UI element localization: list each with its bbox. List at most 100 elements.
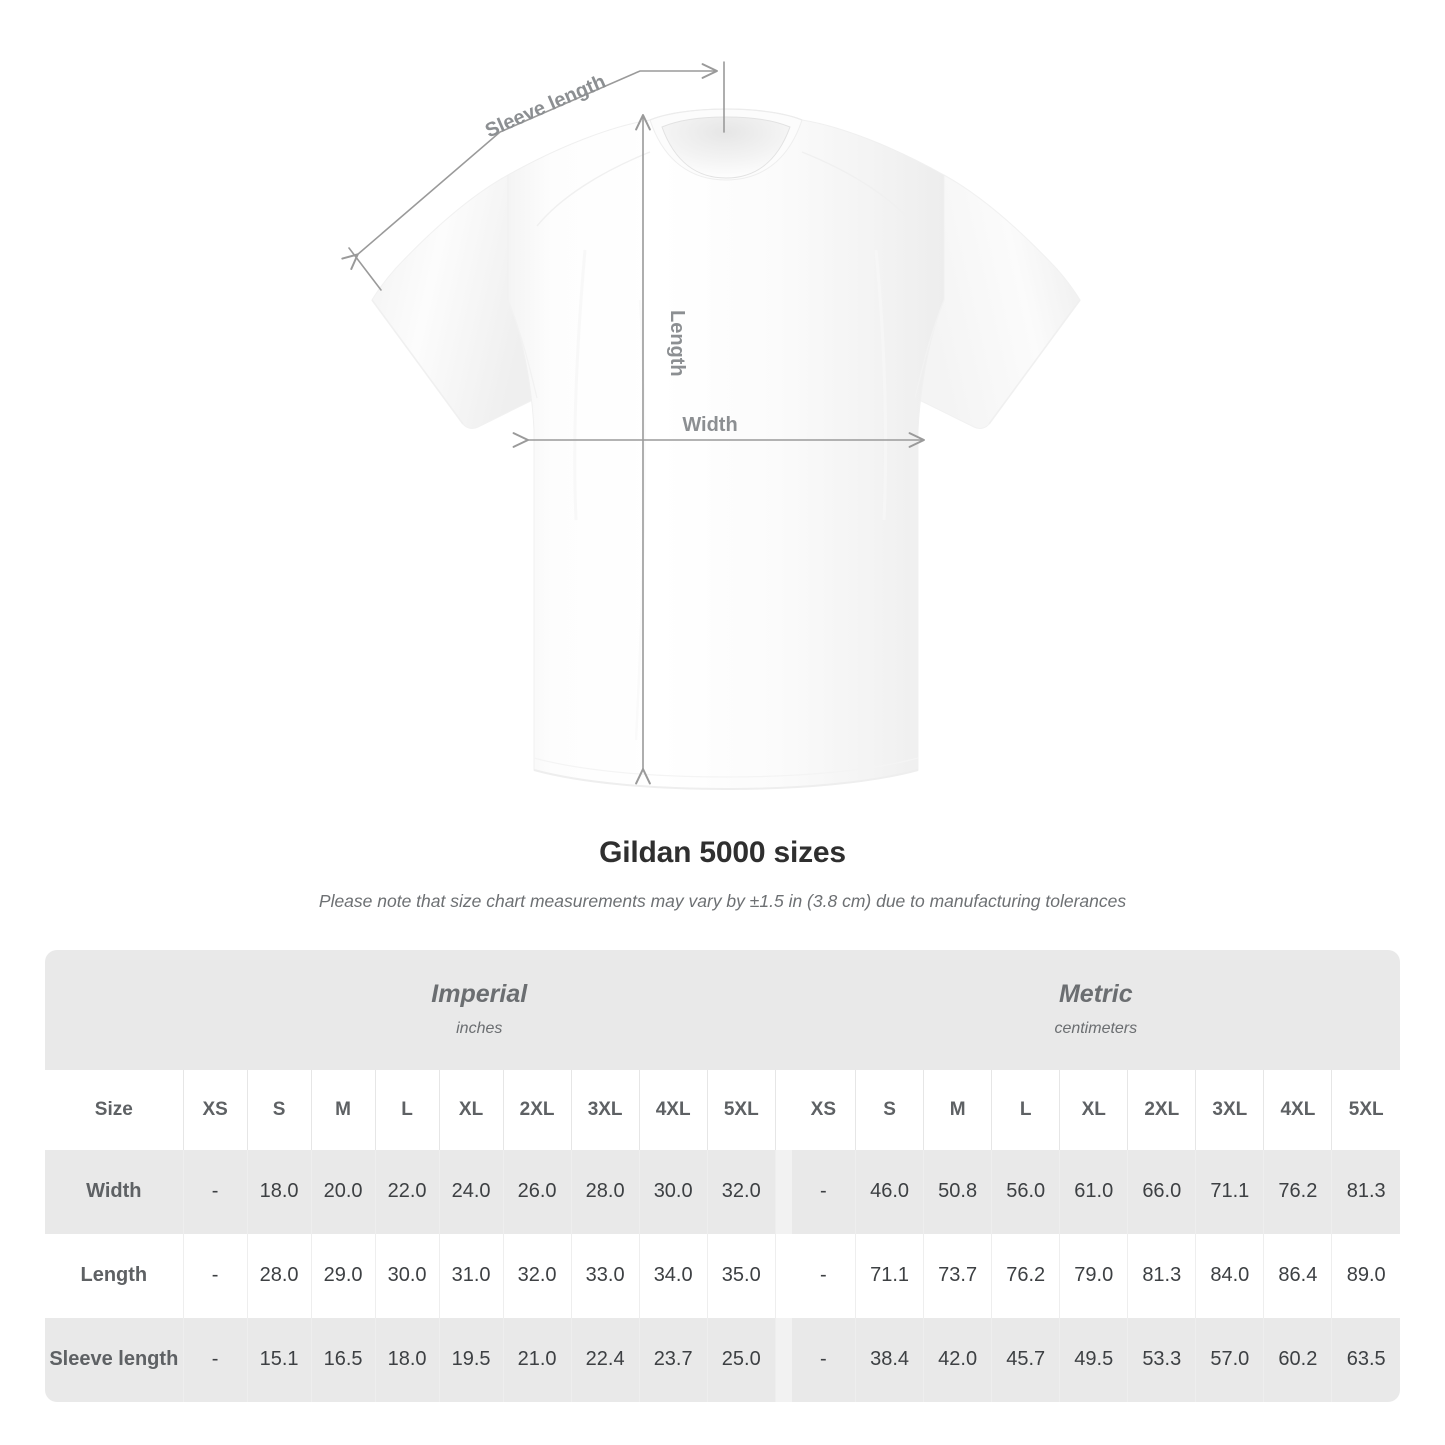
right-sleeve xyxy=(914,174,1081,429)
cell-length-imperial-xs: - xyxy=(183,1233,248,1318)
size-header-imperial-5xl: 5XL xyxy=(707,1069,776,1150)
cell-width-imperial-4xl: 30.0 xyxy=(639,1149,708,1234)
cell-width-imperial-xl: 24.0 xyxy=(439,1149,504,1234)
cell-sleeve-imperial-l: 18.0 xyxy=(375,1317,440,1402)
cell-width-metric-4xl: 76.2 xyxy=(1263,1149,1333,1234)
cell-width-imperial-3xl: 28.0 xyxy=(571,1149,640,1234)
cell-length-metric-5xl: 89.0 xyxy=(1331,1233,1400,1318)
size-header-imperial-xs: XS xyxy=(183,1069,248,1150)
cell-sleeve-metric-3xl: 57.0 xyxy=(1195,1317,1265,1402)
cell-width-imperial-5xl: 32.0 xyxy=(707,1149,776,1234)
shirt-shape xyxy=(371,108,1081,791)
size-header-metric-3xl: 3XL xyxy=(1195,1069,1265,1150)
unit-section-imperial: Imperial inches xyxy=(183,949,776,1070)
sleeve-length-arrow xyxy=(341,63,718,270)
size-header-metric-xs: XS xyxy=(791,1069,857,1150)
cell-length-metric-m: 73.7 xyxy=(923,1233,993,1318)
row-label-width: Width xyxy=(45,1149,184,1234)
section-gutter xyxy=(775,1069,792,1150)
size-header-imperial-2xl: 2XL xyxy=(503,1069,572,1150)
tshirt-measurement-diagram: Sleeve length Length Width xyxy=(341,61,1081,791)
cell-length-imperial-3xl: 33.0 xyxy=(571,1233,640,1318)
cell-length-imperial-2xl: 32.0 xyxy=(503,1233,572,1318)
cell-length-imperial-5xl: 35.0 xyxy=(707,1233,776,1318)
cell-width-imperial-xs: - xyxy=(183,1149,248,1234)
cell-sleeve-metric-5xl: 63.5 xyxy=(1331,1317,1400,1402)
sleeve-ref-line-left xyxy=(348,247,382,291)
cell-width-metric-m: 50.8 xyxy=(923,1149,993,1234)
cell-sleeve-imperial-m: 16.5 xyxy=(311,1317,376,1402)
cell-sleeve-imperial-4xl: 23.7 xyxy=(639,1317,708,1402)
size-table-container: Imperial inches Metric centimeters Size … xyxy=(45,949,1400,1402)
cell-sleeve-metric-m: 42.0 xyxy=(923,1317,993,1402)
cell-length-imperial-l: 30.0 xyxy=(375,1233,440,1318)
imperial-subtitle: inches xyxy=(456,1020,503,1038)
cell-width-imperial-l: 22.0 xyxy=(375,1149,440,1234)
width-label: Width xyxy=(682,414,737,436)
cell-width-metric-xs: - xyxy=(791,1149,857,1234)
page-title: Gildan 5000 sizes xyxy=(599,836,846,869)
size-header-metric-5xl: 5XL xyxy=(1331,1069,1400,1150)
cell-sleeve-metric-l: 45.7 xyxy=(991,1317,1061,1402)
imperial-title: Imperial xyxy=(431,979,528,1008)
cell-length-metric-l: 76.2 xyxy=(991,1233,1061,1318)
size-header-metric-4xl: 4XL xyxy=(1263,1069,1333,1150)
row-gutter xyxy=(775,1233,792,1318)
cell-sleeve-metric-xs: - xyxy=(791,1317,857,1402)
table-row: Length - 28.0 29.0 30.0 31.0 32.0 33.0 3… xyxy=(45,1233,1400,1318)
cell-width-metric-5xl: 81.3 xyxy=(1331,1149,1400,1234)
size-header-metric-m: M xyxy=(923,1069,993,1150)
cell-sleeve-metric-s: 38.4 xyxy=(855,1317,925,1402)
cell-sleeve-metric-4xl: 60.2 xyxy=(1263,1317,1333,1402)
cell-length-metric-xl: 79.0 xyxy=(1059,1233,1129,1318)
size-header-metric-s: S xyxy=(855,1069,925,1150)
cell-length-imperial-s: 28.0 xyxy=(247,1233,312,1318)
length-label: Length xyxy=(666,310,688,377)
size-header-label: Size xyxy=(45,1069,184,1150)
cell-width-imperial-s: 18.0 xyxy=(247,1149,312,1234)
row-gutter xyxy=(775,1149,792,1234)
cell-width-metric-3xl: 71.1 xyxy=(1195,1149,1265,1234)
cell-length-metric-xs: - xyxy=(791,1233,857,1318)
cell-sleeve-imperial-s: 15.1 xyxy=(247,1317,312,1402)
table-row: Sleeve length - 15.1 16.5 18.0 19.5 21.0… xyxy=(45,1317,1400,1402)
row-label-length: Length xyxy=(45,1233,184,1318)
cell-length-metric-4xl: 86.4 xyxy=(1263,1233,1333,1318)
size-header-metric-xl: XL xyxy=(1059,1069,1129,1150)
size-header-imperial-3xl: 3XL xyxy=(571,1069,640,1150)
cell-sleeve-metric-2xl: 53.3 xyxy=(1127,1317,1197,1402)
cell-length-metric-3xl: 84.0 xyxy=(1195,1233,1265,1318)
size-header-imperial-xl: XL xyxy=(439,1069,504,1150)
size-chart-table: Imperial inches Metric centimeters Size … xyxy=(45,949,1400,1402)
size-header-metric-2xl: 2XL xyxy=(1127,1069,1197,1150)
size-header-metric-l: L xyxy=(991,1069,1061,1150)
metric-title: Metric xyxy=(1058,979,1133,1008)
cell-width-metric-2xl: 66.0 xyxy=(1127,1149,1197,1234)
cell-sleeve-imperial-3xl: 22.4 xyxy=(571,1317,640,1402)
size-header-imperial-4xl: 4XL xyxy=(639,1069,708,1150)
cell-length-imperial-xl: 31.0 xyxy=(439,1233,504,1318)
metric-subtitle: centimeters xyxy=(1054,1020,1138,1038)
cell-length-metric-2xl: 81.3 xyxy=(1127,1233,1197,1318)
cell-sleeve-imperial-2xl: 21.0 xyxy=(503,1317,572,1402)
unit-section-metric: Metric centimeters xyxy=(791,949,1400,1070)
cell-length-imperial-m: 29.0 xyxy=(311,1233,376,1318)
cell-width-metric-s: 46.0 xyxy=(855,1149,925,1234)
unit-band-spacer xyxy=(45,949,184,1070)
size-header-imperial-l: L xyxy=(375,1069,440,1150)
unit-band-gutter xyxy=(775,949,792,1070)
cell-length-imperial-4xl: 34.0 xyxy=(639,1233,708,1318)
cell-width-imperial-m: 20.0 xyxy=(311,1149,376,1234)
cell-width-imperial-2xl: 26.0 xyxy=(503,1149,572,1234)
unit-band-row: Imperial inches Metric centimeters xyxy=(45,949,1400,1070)
measurement-annotations xyxy=(341,61,925,785)
cell-sleeve-metric-xl: 49.5 xyxy=(1059,1317,1129,1402)
cell-sleeve-imperial-xl: 19.5 xyxy=(439,1317,504,1402)
tshirt-svg: Sleeve length Length Width xyxy=(341,61,1081,791)
cell-sleeve-imperial-5xl: 25.0 xyxy=(707,1317,776,1402)
cell-sleeve-imperial-xs: - xyxy=(183,1317,248,1402)
cell-length-metric-s: 71.1 xyxy=(855,1233,925,1318)
cell-width-metric-xl: 61.0 xyxy=(1059,1149,1129,1234)
tolerance-note: Please note that size chart measurements… xyxy=(318,890,1127,911)
table-row: Width - 18.0 20.0 22.0 24.0 26.0 28.0 30… xyxy=(45,1149,1400,1234)
